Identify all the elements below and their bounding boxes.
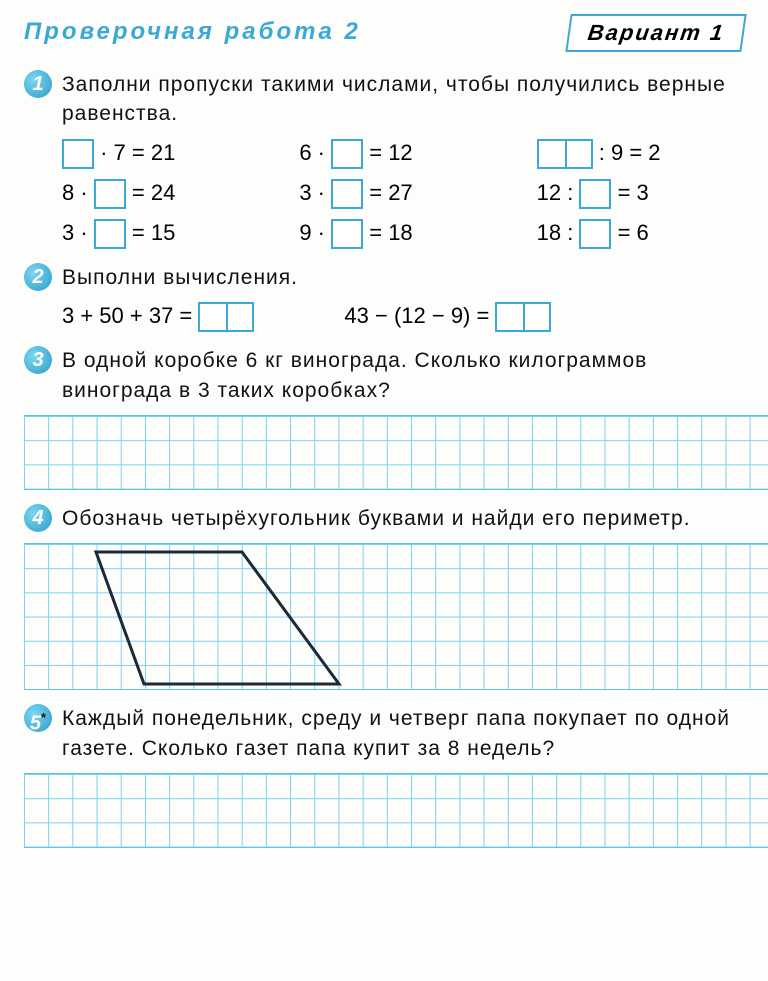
blank-input[interactable]	[579, 219, 611, 249]
task-3: 3 В одной коробке 6 кг винограда. Скольк…	[24, 346, 744, 490]
task-1-instr: Заполни пропуски такими числами, чтобы п…	[62, 70, 744, 129]
equation: 8 · = 24	[62, 179, 269, 209]
blank-input[interactable]	[579, 179, 611, 209]
blank-input[interactable]	[331, 219, 363, 249]
variant-badge: Вариант 1	[565, 14, 747, 52]
task-5-instr: Каждый понедельник, среду и четверг папа…	[62, 704, 744, 763]
task-4: 4 Обозначь четырёхугольник буквами и най…	[24, 504, 744, 690]
answer-grid-quad[interactable]	[24, 543, 768, 690]
blank-input[interactable]	[331, 179, 363, 209]
calc-2: 43 − (12 − 9) =	[344, 302, 551, 332]
answer-grid[interactable]	[24, 773, 768, 848]
quadrilateral	[96, 552, 339, 684]
calc-1: 3 + 50 + 37 =	[62, 302, 254, 332]
equation: 3 · = 27	[299, 179, 506, 209]
equation: 6 · = 12	[299, 139, 506, 169]
quadrilateral-shape	[24, 544, 744, 689]
blank-input[interactable]	[94, 219, 126, 249]
task-number-2: 2	[24, 263, 52, 291]
task-number-1: 1	[24, 70, 52, 98]
blank-input[interactable]	[198, 302, 254, 332]
task-4-instr: Обозначь четырёхугольник буквами и найди…	[62, 504, 744, 533]
equation: 18 : = 6	[537, 219, 744, 249]
blank-input[interactable]	[331, 139, 363, 169]
blank-input[interactable]	[62, 139, 94, 169]
header: Проверочная работа 2 Вариант 1	[24, 18, 744, 46]
blank-input[interactable]	[94, 179, 126, 209]
task-3-instr: В одной коробке 6 кг винограда. Сколько …	[62, 346, 744, 405]
equation: 9 · = 18	[299, 219, 506, 249]
equation: · 7 = 21	[62, 139, 269, 169]
task-2: 2 Выполни вычисления. 3 + 50 + 37 = 43 −…	[24, 263, 744, 332]
task-5: 5* Каждый понедельник, среду и четверг п…	[24, 704, 744, 848]
task-2-instr: Выполни вычисления.	[62, 263, 744, 292]
star-icon: *	[41, 710, 46, 725]
blank-input[interactable]	[537, 139, 593, 169]
task-1-equations: · 7 = 21 6 · = 12 : 9 = 2 8 · = 24 3 · =…	[62, 139, 744, 249]
equation: : 9 = 2	[537, 139, 744, 169]
blank-input[interactable]	[495, 302, 551, 332]
answer-grid[interactable]	[24, 415, 768, 490]
task-1: 1 Заполни пропуски такими числами, чтобы…	[24, 70, 744, 249]
equation: 3 · = 15	[62, 219, 269, 249]
task-number-4: 4	[24, 504, 52, 532]
task-2-calculations: 3 + 50 + 37 = 43 − (12 − 9) =	[62, 302, 744, 332]
task-number-3: 3	[24, 346, 52, 374]
worksheet-page: Проверочная работа 2 Вариант 1 1 Заполни…	[0, 0, 768, 882]
equation: 12 : = 3	[537, 179, 744, 209]
page-title: Проверочная работа 2	[24, 18, 361, 45]
task-number-5: 5*	[24, 704, 52, 732]
